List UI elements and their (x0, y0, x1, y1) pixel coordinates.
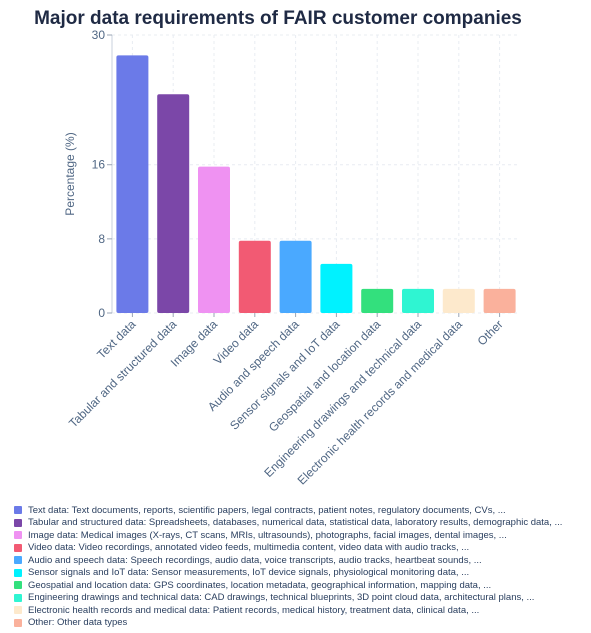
legend-swatch (14, 606, 22, 615)
bar-video-data (238, 240, 271, 313)
bar-text-data (116, 55, 149, 314)
legend-item: Image data: Medical images (X-rays, CT s… (14, 529, 586, 542)
bar-engineering-drawings-and-technical-data (402, 288, 434, 313)
y-tick-label: 8 (98, 232, 105, 246)
bar-audio-and-speech-data (279, 240, 312, 313)
legend-label: Image data: Medical images (X-rays, CT s… (28, 529, 507, 541)
legend-swatch (14, 518, 22, 527)
x-tick-label: Other (475, 317, 506, 348)
legend-label: Video data: Video recordings, annotated … (28, 542, 470, 554)
bar-chart: Major data requirements of FAIR customer… (34, 8, 522, 487)
legend-item: Other: Other data types (14, 617, 586, 630)
bar-electronic-health-records-and-medical-data (442, 288, 475, 313)
legend-label: Sensor signals and IoT data: Sensor meas… (28, 567, 470, 579)
legend-swatch (14, 568, 22, 577)
legend: Text data: Text documents, reports, scie… (14, 504, 586, 629)
bar-sensor-signals-and-iot-data (320, 263, 353, 313)
legend-item: Engineering drawings and technical data:… (14, 592, 586, 605)
legend-item: Electronic health records and medical da… (14, 604, 586, 617)
legend-swatch (14, 531, 22, 540)
legend-label: Other: Other data types (28, 617, 128, 629)
legend-label: Engineering drawings and technical data:… (28, 592, 535, 604)
legend-label: Electronic health records and medical da… (28, 604, 480, 616)
legend-swatch (14, 593, 22, 602)
bar-other (483, 288, 516, 313)
y-tick-label: 30 (92, 28, 106, 42)
legend-swatch (14, 543, 22, 552)
legend-swatch (14, 581, 22, 590)
y-axis-ticks: 0 8 16 30 (92, 28, 112, 320)
legend-label: Geospatial and location data: GPS coordi… (28, 579, 492, 591)
legend-item: Sensor signals and IoT data: Sensor meas… (14, 567, 586, 580)
chart-title: Major data requirements of FAIR customer… (34, 8, 522, 29)
legend-swatch (14, 618, 22, 627)
bars (116, 55, 516, 314)
legend-swatch (14, 506, 22, 515)
legend-item: Geospatial and location data: GPS coordi… (14, 579, 586, 592)
legend-label: Tabular and structured data: Spreadsheet… (28, 517, 563, 529)
legend-swatch (14, 556, 22, 565)
y-tick-label: 0 (98, 306, 105, 320)
y-tick-label: 16 (92, 158, 106, 172)
y-axis-label: Percentage (%) (63, 132, 77, 215)
bar-geospatial-and-location-data (361, 288, 394, 313)
legend-item: Tabular and structured data: Spreadsheet… (14, 517, 586, 530)
legend-item: Video data: Video recordings, annotated … (14, 542, 586, 555)
legend-label: Text data: Text documents, reports, scie… (28, 504, 506, 516)
legend-label: Audio and speech data: Speech recordings… (28, 554, 482, 566)
legend-item: Text data: Text documents, reports, scie… (14, 504, 586, 517)
bar-tabular-and-structured-data (157, 94, 190, 313)
bar-image-data (198, 166, 230, 313)
legend-item: Audio and speech data: Speech recordings… (14, 554, 586, 567)
